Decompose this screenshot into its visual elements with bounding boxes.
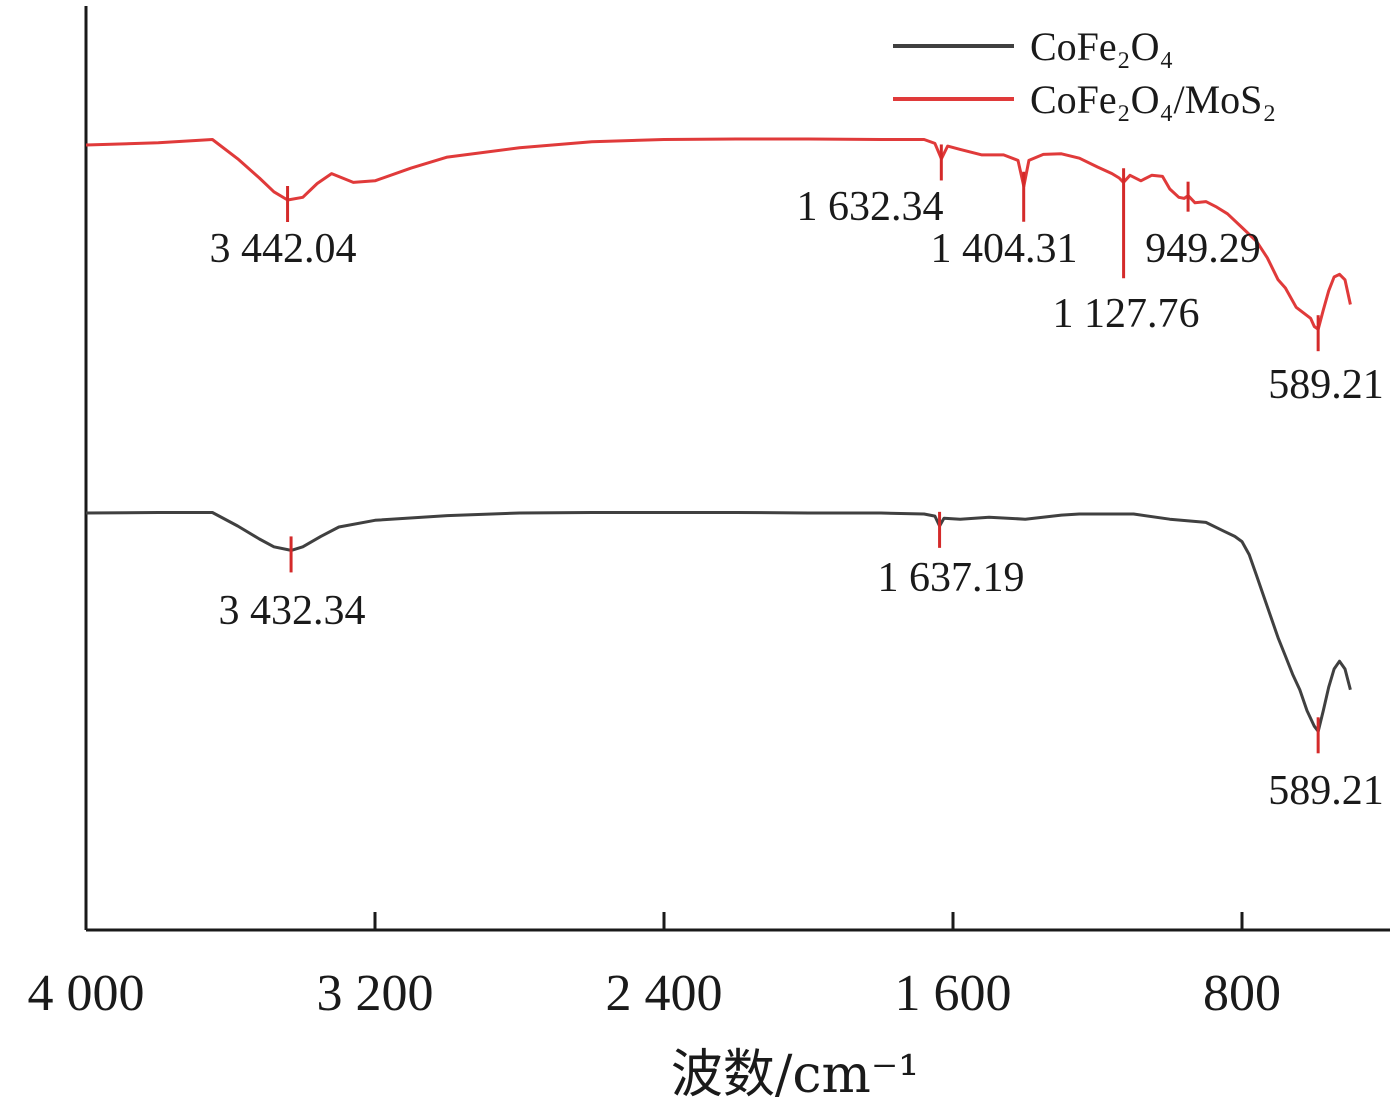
series-layer <box>85 137 1352 733</box>
x-ticks: 4 000 3 200 2 400 1 600 800 <box>28 912 1281 1022</box>
x-tick-label: 800 <box>1203 965 1281 1022</box>
peak-label: 1 127.76 <box>1053 291 1200 337</box>
series-line-cofe2o4-mos2 <box>85 137 1352 331</box>
peak-label: 949.29 <box>1145 226 1261 272</box>
x-tick-label: 2 400 <box>606 965 723 1022</box>
peak-label: 1 404.31 <box>931 226 1078 272</box>
legend: CoFe₂O₄ CoFe₂O₄/MoS₂ <box>893 24 1276 122</box>
x-tick-label: 4 000 <box>28 965 145 1022</box>
legend-label-cofe2o4: CoFe₂O₄ <box>1030 24 1173 69</box>
peak-label: 1 637.19 <box>878 555 1025 601</box>
peak-label: 1 632.34 <box>797 184 944 230</box>
x-tick-label: 3 200 <box>317 965 434 1022</box>
annotation-layer: 3 442.04 1 632.341 404.31 1 127.76 949.29 58… <box>210 144 1384 814</box>
x-axis-title: 波数/cm⁻¹ <box>671 1045 919 1105</box>
legend-label-cofe2o4-mos2: CoFe₂O₄/MoS₂ <box>1030 77 1276 122</box>
series-line-cofe2o4 <box>85 511 1352 733</box>
x-tick-label: 1 600 <box>895 965 1012 1022</box>
axes: 4 000 3 200 2 400 1 600 800 <box>28 6 1390 1022</box>
peak-label: 589.21 <box>1268 768 1384 814</box>
peak-label: 3 442.04 <box>210 226 357 272</box>
peak-label: 3 432.34 <box>219 588 366 634</box>
peak-label: 589.21 <box>1268 362 1384 408</box>
